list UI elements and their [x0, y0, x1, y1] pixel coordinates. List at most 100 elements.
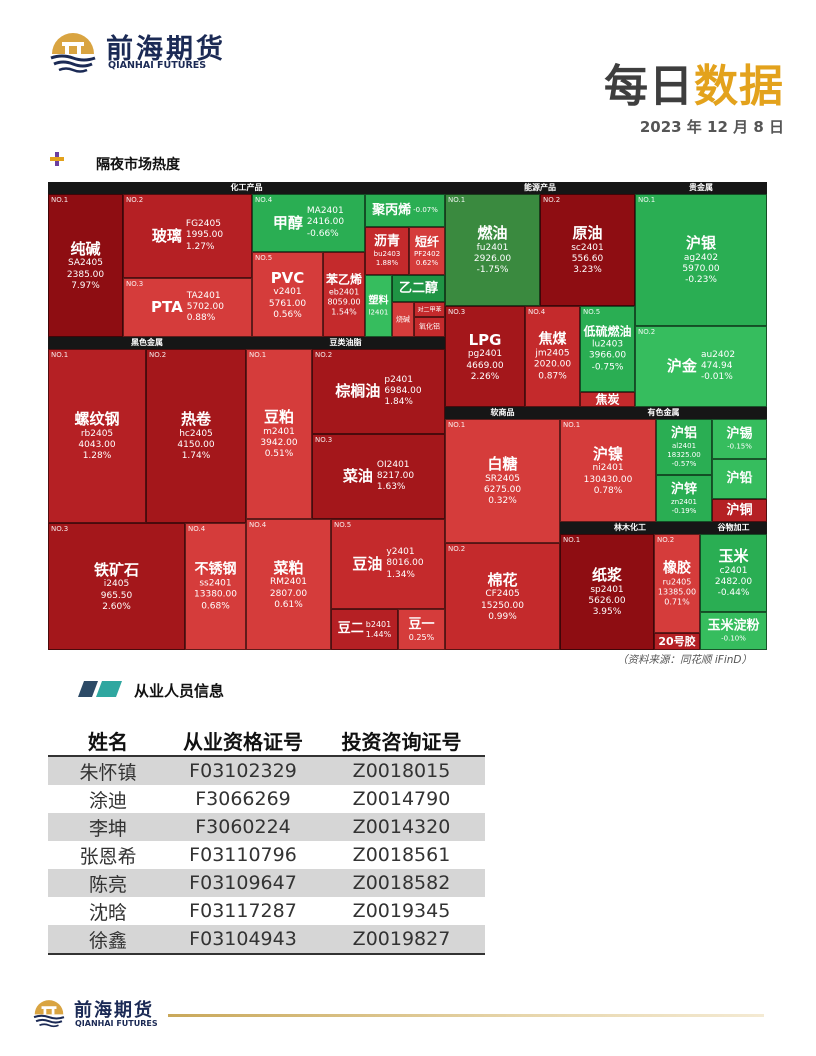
group-header: 贵金属	[635, 182, 767, 194]
brand-name-en: QIANHAI FUTURES	[108, 60, 207, 71]
tile-glass[interactable]: NO.2 玻璃 FG2405 1995.00 1.27%	[123, 194, 252, 278]
staff-name: 徐鑫	[48, 925, 168, 955]
tile-soybean-no2[interactable]: 豆二 b2401 1.44%	[331, 609, 398, 650]
page-title: 每日数据	[604, 50, 784, 114]
staff-consulting-no: Z0018582	[318, 869, 485, 897]
staff-qualification-no: F03104943	[168, 925, 318, 955]
tile-pulp[interactable]: NO.1 纸浆 sp2401 5626.00 3.95%	[560, 534, 654, 650]
title-part-accent: 数据	[694, 61, 784, 112]
tile-lpg[interactable]: NO.3 LPG pg2401 4669.00 2.26%	[445, 306, 525, 407]
footer-brand-en: QIANHAI FUTURES	[75, 1019, 158, 1028]
title-part-main: 每日	[604, 61, 694, 112]
table-row: 张恩希 F03110796 Z0018561	[48, 841, 485, 869]
staff-qualification-no: F03110796	[189, 844, 297, 866]
tile-sugar[interactable]: NO.1 白糖 SR2405 6275.00 0.32%	[445, 419, 560, 543]
tile-gold[interactable]: NO.2 沪金 au2402 474.94 -0.01%	[635, 326, 767, 407]
tile-paraxylene[interactable]: 对二甲苯	[414, 302, 445, 317]
tile-aluminum[interactable]: 沪铝 al2401 18325.00 -0.57%	[656, 419, 712, 475]
tile-plastic[interactable]: 塑料 l2401	[365, 275, 392, 337]
table-row: 李坤 F3060224 Z0014320	[48, 813, 485, 841]
staff-name: 李坤	[48, 813, 168, 841]
staff-qualification-no: F3066269	[195, 788, 291, 810]
table-row: 朱怀镇 F03102329 Z0018015	[48, 756, 485, 785]
tile-coking-coal[interactable]: NO.4 焦煤 jm2405 2020.00 0.87%	[525, 306, 580, 407]
tile-alumina[interactable]: 氧化铝	[414, 317, 445, 337]
tile-crude-oil[interactable]: NO.2 原油 sc2401 556.60 3.23%	[540, 194, 635, 306]
staff-name: 朱怀镇	[48, 756, 168, 785]
table-header-row: 姓名 从业资格证号 投资咨询证号	[48, 726, 485, 757]
group-chemicals: 化工产品 NO.1 纯碱 SA2405 2385.00 7.97% NO.2 玻…	[48, 182, 445, 337]
group-grain-processing: 谷物加工 玉米 c2401 2482.00 -0.44% 玉米淀粉 -0.10%	[700, 522, 767, 650]
staff-qualification-no: F03102329	[168, 756, 318, 785]
tile-soymeal[interactable]: NO.1 豆粕 m2401 3942.00 0.51%	[246, 349, 312, 519]
group-nonferrous-metals: 有色金属 NO.1 沪镍 ni2401 130430.00 0.78% 沪铝 a…	[560, 407, 767, 522]
tile-tin[interactable]: 沪锡 -0.15%	[712, 419, 767, 459]
group-soy-oils: 豆类油脂 NO.1 豆粕 m2401 3942.00 0.51% NO.2 棕榈…	[246, 337, 445, 650]
tile-no20-rubber[interactable]: 20号胶	[654, 633, 700, 650]
tile-polypropylene[interactable]: 聚丙烯 -0.07%	[365, 194, 445, 227]
tile-corn-starch[interactable]: 玉米淀粉 -0.10%	[700, 612, 767, 650]
tile-staple-fiber[interactable]: 短纤 PF2402 0.62%	[409, 227, 445, 275]
staff-name: 张恩希	[79, 845, 137, 868]
table-row: 陈亮 F03109647 Z0018582	[48, 869, 485, 897]
table-row: 沈晗 F03117287 Z0019345	[48, 897, 485, 925]
header-consulting-no: 投资咨询证号	[318, 726, 485, 757]
staff-info-title: 从业人员信息	[134, 682, 225, 700]
staff-name: 陈亮	[48, 869, 168, 897]
staff-consulting-no: Z0018015	[318, 756, 485, 785]
staff-name: 沈晗	[88, 901, 127, 924]
tile-nickel[interactable]: NO.1 沪镍 ni2401 130430.00 0.78%	[560, 419, 656, 522]
tile-caustic-soda[interactable]: 烧碱	[392, 302, 414, 337]
tile-soybean-no1[interactable]: 豆一 0.25%	[398, 609, 445, 650]
staff-qualification-no: F3060224	[168, 813, 318, 841]
market-heat-treemap: 化工产品 NO.1 纯碱 SA2405 2385.00 7.97% NO.2 玻…	[48, 182, 767, 650]
tile-zinc[interactable]: 沪锌 zn2401 -0.19%	[656, 475, 712, 522]
tile-stainless-steel[interactable]: NO.4 不锈钢 ss2401 13380.00 0.68%	[185, 523, 246, 650]
group-energy: 能源产品 NO.1 燃油 fu2401 2926.00 -1.75% NO.2 …	[445, 182, 635, 407]
market-heat-title: 隔夜市场热度	[96, 157, 180, 173]
footer-logo-icon	[33, 1000, 65, 1028]
tile-coke[interactable]: 焦炭	[580, 392, 635, 407]
tile-rapeseed-meal[interactable]: NO.4 菜粕 RM2401 2807.00 0.61%	[246, 519, 331, 650]
staff-consulting-no: Z0018561	[352, 844, 451, 866]
tile-cotton[interactable]: NO.2 棉花 CF2405 15250.00 0.99%	[445, 543, 560, 650]
section-stripes-icon	[78, 681, 122, 697]
tile-fuel-oil[interactable]: NO.1 燃油 fu2401 2926.00 -1.75%	[445, 194, 540, 306]
tile-pta[interactable]: NO.3 PTA TA2401 5702.00 0.88%	[123, 278, 252, 337]
tile-rebar[interactable]: NO.1 螺纹钢 rb2405 4043.00 1.28%	[48, 349, 146, 523]
tile-ethylene-glycol[interactable]: 乙二醇	[392, 275, 445, 302]
staff-consulting-no: Z0014320	[318, 813, 485, 841]
group-header: 有色金属	[560, 407, 767, 419]
table-row: 徐鑫 F03104943 Z0019827	[48, 925, 485, 955]
footer-brand-cn: 前海期货	[74, 1000, 154, 1021]
group-header: 软商品	[445, 407, 560, 419]
staff-name: 涂迪	[88, 789, 127, 812]
brand-name-cn: 前海期货	[106, 34, 226, 65]
group-header: 谷物加工	[700, 522, 767, 534]
tile-styrene[interactable]: 苯乙烯 eb2401 8059.00 1.54%	[323, 252, 365, 337]
qianhai-logo-icon	[50, 33, 96, 73]
tile-hot-rolled-coil[interactable]: NO.2 热卷 hc2405 4150.00 1.74%	[146, 349, 246, 523]
tile-lead[interactable]: 沪铅	[712, 459, 767, 499]
tile-copper[interactable]: 沪铜	[712, 499, 767, 522]
tile-silver[interactable]: NO.1 沪银 ag2402 5970.00 -0.23%	[635, 194, 767, 326]
table-row: 涂迪 F3066269 Z0014790	[48, 785, 485, 813]
tile-palm-oil[interactable]: NO.2 棕榈油 p2401 6984.00 1.84%	[312, 349, 445, 434]
tile-rapeseed-oil[interactable]: NO.3 菜油 OI2401 8217.00 1.63%	[312, 434, 445, 519]
header-qualification-no: 从业资格证号	[168, 726, 318, 757]
tile-iron-ore[interactable]: NO.3 铁矿石 i2405 965.50 2.60%	[48, 523, 185, 650]
tile-rubber[interactable]: NO.2 橡胶 ru2405 13385.00 0.71%	[654, 534, 700, 633]
tile-asphalt[interactable]: 沥青 bu2403 1.88%	[365, 227, 409, 275]
group-soft-commodities: 软商品 NO.1 白糖 SR2405 6275.00 0.32% NO.2 棉花…	[445, 407, 560, 650]
tile-methanol[interactable]: NO.4 甲醇 MA2401 2416.00 -0.66%	[252, 194, 365, 252]
tile-pvc[interactable]: NO.5 PVC v2401 5761.00 0.56%	[252, 252, 323, 337]
staff-consulting-no: Z0014790	[352, 788, 451, 810]
tile-soda-ash[interactable]: NO.1 纯碱 SA2405 2385.00 7.97%	[48, 194, 123, 337]
header-name: 姓名	[48, 726, 168, 757]
staff-table: 姓名 从业资格证号 投资咨询证号 朱怀镇 F03102329 Z0018015 …	[48, 726, 485, 955]
group-ferrous-metals: 黑色金属 NO.1 螺纹钢 rb2405 4043.00 1.28% NO.2 …	[48, 337, 246, 650]
staff-qualification-no: F03117287	[189, 900, 297, 922]
tile-corn[interactable]: 玉米 c2401 2482.00 -0.44%	[700, 534, 767, 612]
tile-soybean-oil[interactable]: NO.5 豆油 y2401 8016.00 1.34%	[331, 519, 445, 609]
tile-low-sulfur-fuel[interactable]: NO.5 低硫燃油 lu2403 3966.00 -0.75%	[580, 306, 635, 392]
